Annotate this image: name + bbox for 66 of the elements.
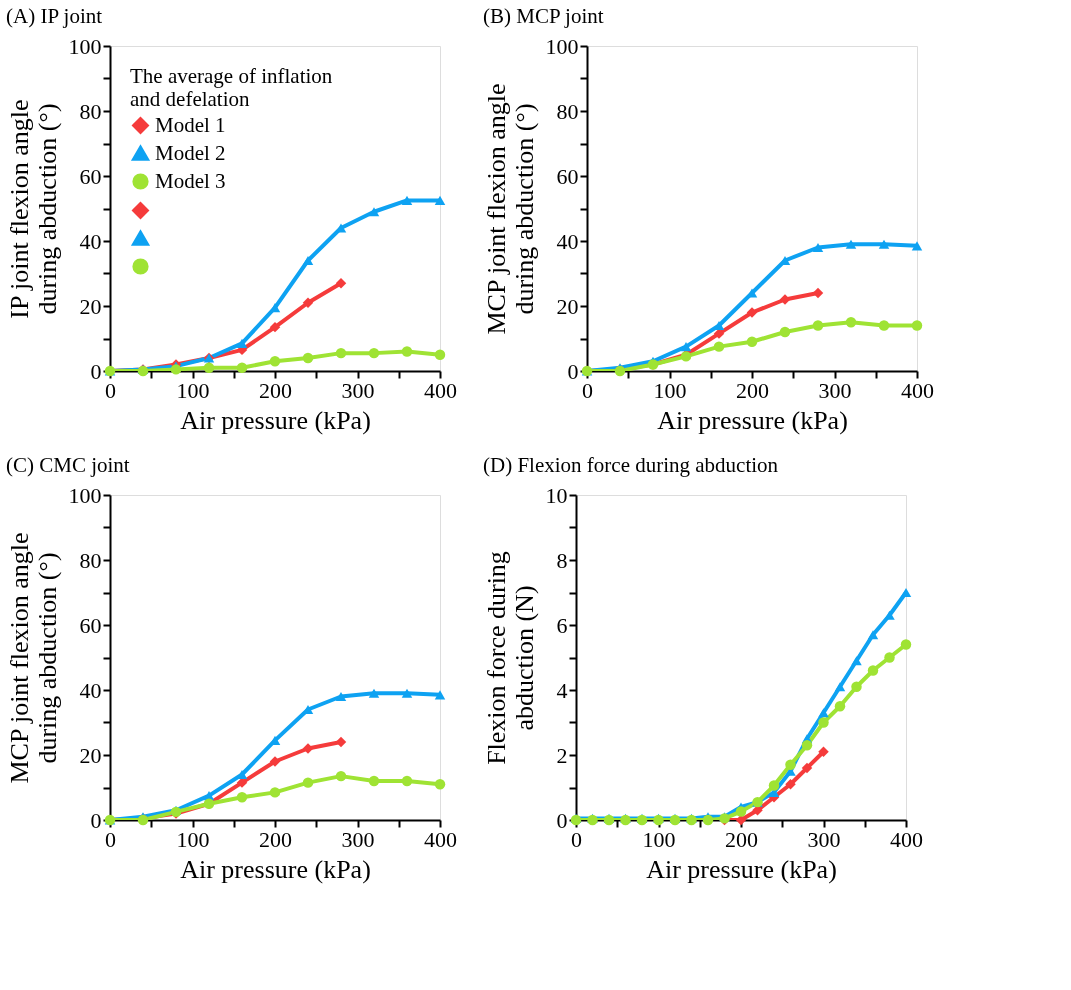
chart-title: (B) MCP joint: [483, 4, 604, 28]
x-tick-label: 100: [176, 826, 210, 852]
x-tick-label: 300: [341, 377, 375, 403]
legend-label: Model 1: [155, 112, 226, 137]
y-tick-label: 0: [567, 358, 579, 384]
x-tick-label: 400: [424, 377, 457, 403]
legend-label: Model 2: [155, 140, 226, 165]
point: [434, 779, 446, 790]
y-tick-label: 0: [90, 807, 102, 833]
x-tick-label: 100: [176, 377, 210, 403]
y-axis-title: Flexion force during abduction (N): [481, 551, 539, 765]
y-tick-label: 0: [556, 807, 568, 833]
y-axis-title: IP joint flexion angle during abduction (°): [4, 99, 62, 319]
y-tick-label: 100: [545, 33, 579, 59]
y-tick-label: 6: [556, 612, 568, 638]
y-tick-label: 80: [556, 98, 579, 124]
x-tick-label: 400: [901, 377, 934, 403]
y-tick-label: 8: [556, 547, 568, 573]
y-tick-label: 40: [79, 677, 102, 703]
y-tick-label: 2: [556, 742, 568, 768]
chart-title: (D) Flexion force during abduction: [483, 453, 779, 477]
x-axis-title: Air pressure (kPa): [180, 405, 371, 435]
legend-title: The average of inflation and defelation: [130, 64, 333, 111]
chart-title: (C) CMC joint: [6, 453, 130, 477]
x-tick-label: 200: [259, 377, 292, 403]
y-tick-label: 20: [79, 742, 102, 768]
y-tick-label: 20: [556, 293, 579, 319]
point: [900, 639, 912, 650]
y-tick-label: 10: [545, 482, 568, 508]
y-tick-label: 60: [556, 163, 579, 189]
x-tick-label: 100: [653, 377, 687, 403]
y-tick-label: 100: [68, 33, 102, 59]
x-axis-title: Air pressure (kPa): [657, 405, 848, 435]
x-tick-label: 300: [341, 826, 375, 852]
point: [434, 349, 446, 360]
x-tick-label: 200: [725, 826, 758, 852]
y-tick-label: 60: [79, 163, 102, 189]
point: [911, 320, 923, 331]
x-axis-title: Air pressure (kPa): [646, 854, 837, 884]
point: [911, 241, 923, 251]
point: [900, 587, 912, 598]
y-tick-label: 40: [556, 228, 579, 254]
x-tick-label: 400: [424, 826, 457, 852]
y-tick-label: 80: [79, 98, 102, 124]
y-tick-label: 4: [556, 677, 568, 703]
x-tick-label: 200: [259, 826, 292, 852]
y-tick-label: 100: [68, 482, 102, 508]
point: [702, 814, 714, 826]
y-tick-label: 20: [79, 293, 102, 319]
x-tick-label: 300: [818, 377, 852, 403]
point: [434, 195, 446, 205]
chart-title: (A) IP joint: [6, 4, 103, 28]
x-tick-label: 200: [736, 377, 769, 403]
y-axis-title: MCP joint flexion angle during abduction (°): [481, 83, 539, 335]
y-tick-label: 60: [79, 612, 102, 638]
y-axis-title: MCP joint flexion angle during abduction (°): [4, 532, 62, 784]
y-tick-label: 80: [79, 547, 102, 573]
x-tick-label: 400: [890, 826, 923, 852]
x-tick-label: 100: [642, 826, 676, 852]
point: [170, 364, 182, 375]
x-axis-title: Air pressure (kPa): [180, 854, 371, 884]
y-tick-label: 40: [79, 228, 102, 254]
y-tick-label: 0: [90, 358, 102, 384]
x-tick-label: 300: [807, 826, 841, 852]
legend-label: Model 3: [155, 168, 226, 193]
point: [434, 690, 446, 700]
